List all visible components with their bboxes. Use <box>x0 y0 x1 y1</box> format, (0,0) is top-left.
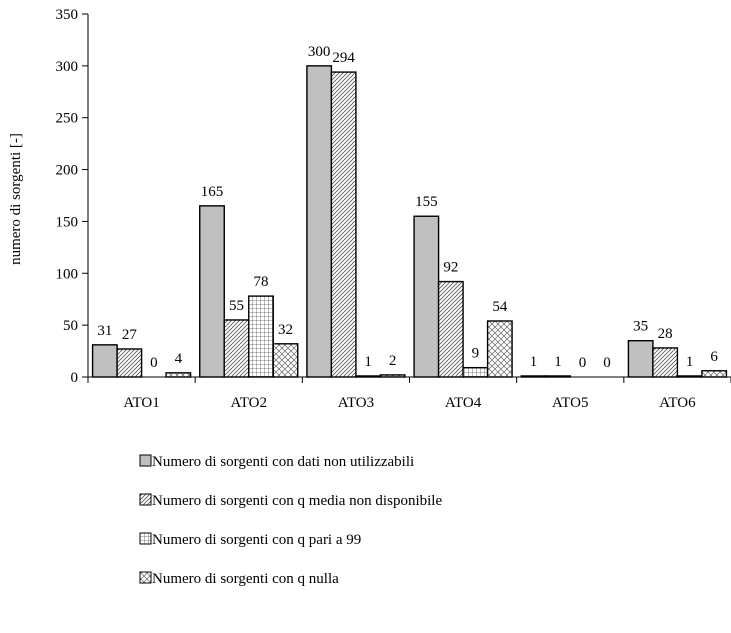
y-tick-label: 300 <box>56 59 79 75</box>
bar <box>701 370 728 378</box>
legend-label: Numero di sorgenti con q pari a 99 <box>152 532 361 548</box>
y-axis: 0 50 100 150 200 250 300 350 <box>56 7 89 386</box>
x-tick-label: ATO1 <box>123 395 159 411</box>
data-label: 0 <box>603 355 611 371</box>
bar <box>652 347 679 378</box>
bar <box>627 340 654 378</box>
bar <box>520 375 547 378</box>
legend-swatch <box>139 571 152 584</box>
y-axis-title: numero di sorgenti [-] <box>8 133 24 265</box>
x-tick-label: ATO4 <box>445 395 482 411</box>
bar <box>223 319 250 378</box>
y-tick-label: 100 <box>56 266 79 282</box>
bar <box>116 348 143 378</box>
data-labels: 31 165 300 155 1 35 27 55 294 92 1 28 0 78 1 9 0 1 4 32 2 54 0… <box>97 44 718 371</box>
legend-label: Numero di sorgenti con q nulla <box>152 571 339 587</box>
bar <box>91 344 118 378</box>
bar <box>462 366 489 378</box>
legend-item: Numero di sorgenti con q nulla <box>139 571 339 587</box>
data-label: 155 <box>415 194 438 210</box>
data-label: 9 <box>472 346 480 362</box>
x-tick-label: ATO5 <box>552 395 588 411</box>
x-axis: ATO1 ATO2 ATO3 ATO4 ATO5 ATO6 <box>87 376 731 411</box>
bar <box>330 71 357 378</box>
data-label: 6 <box>710 349 718 365</box>
data-label: 55 <box>229 298 244 314</box>
legend-item: Numero di sorgenti con q pari a 99 <box>139 532 361 548</box>
y-tick-label: 200 <box>56 163 79 179</box>
x-tick-label: ATO3 <box>338 395 374 411</box>
data-label: 92 <box>443 260 458 276</box>
y-tick-label: 0 <box>71 370 79 386</box>
legend-item: Numero di sorgenti con dati non utilizza… <box>139 454 414 470</box>
legend-swatch <box>139 454 152 467</box>
y-tick-label: 50 <box>63 318 78 334</box>
legend-label: Numero di sorgenti con dati non utilizza… <box>152 454 414 470</box>
legend-item: Numero di sorgenti con q media non dispo… <box>139 493 442 509</box>
data-label: 32 <box>278 322 293 338</box>
y-tick-label: 350 <box>56 7 79 23</box>
bar <box>199 205 225 378</box>
bar <box>379 374 406 378</box>
bar <box>165 372 192 378</box>
bars <box>91 65 728 378</box>
legend-label: Numero di sorgenti con q media non dispo… <box>152 493 442 509</box>
data-label: 78 <box>254 274 269 290</box>
data-label: 27 <box>122 327 138 343</box>
data-label: 1 <box>530 354 538 370</box>
bar <box>248 295 274 378</box>
x-tick-label: ATO6 <box>659 395 696 411</box>
data-label: 0 <box>150 355 158 371</box>
bar <box>413 215 440 378</box>
bar <box>272 343 299 378</box>
legend-swatch <box>139 532 152 545</box>
data-label: 54 <box>492 299 508 315</box>
data-label: 1 <box>554 354 562 370</box>
data-label: 165 <box>201 184 224 200</box>
data-label: 294 <box>332 50 355 66</box>
data-label: 2 <box>389 353 397 369</box>
data-label: 31 <box>97 323 112 339</box>
data-label: 28 <box>658 326 673 342</box>
bar <box>306 65 333 378</box>
data-label: 0 <box>579 355 587 371</box>
bar <box>437 280 464 378</box>
data-label: 1 <box>686 354 694 370</box>
legend: Numero di sorgenti con dati non utilizza… <box>139 454 442 587</box>
data-label: 35 <box>633 319 648 335</box>
y-tick-label: 250 <box>56 111 79 127</box>
bar <box>545 375 571 378</box>
y-tick-label: 150 <box>56 214 79 230</box>
x-tick-label: ATO2 <box>231 395 267 411</box>
data-label: 4 <box>175 351 183 367</box>
data-label: 300 <box>308 44 331 60</box>
bar <box>486 320 513 378</box>
bar <box>676 375 703 378</box>
data-label: 1 <box>364 354 372 370</box>
legend-swatch <box>139 493 152 506</box>
bar <box>355 375 382 378</box>
